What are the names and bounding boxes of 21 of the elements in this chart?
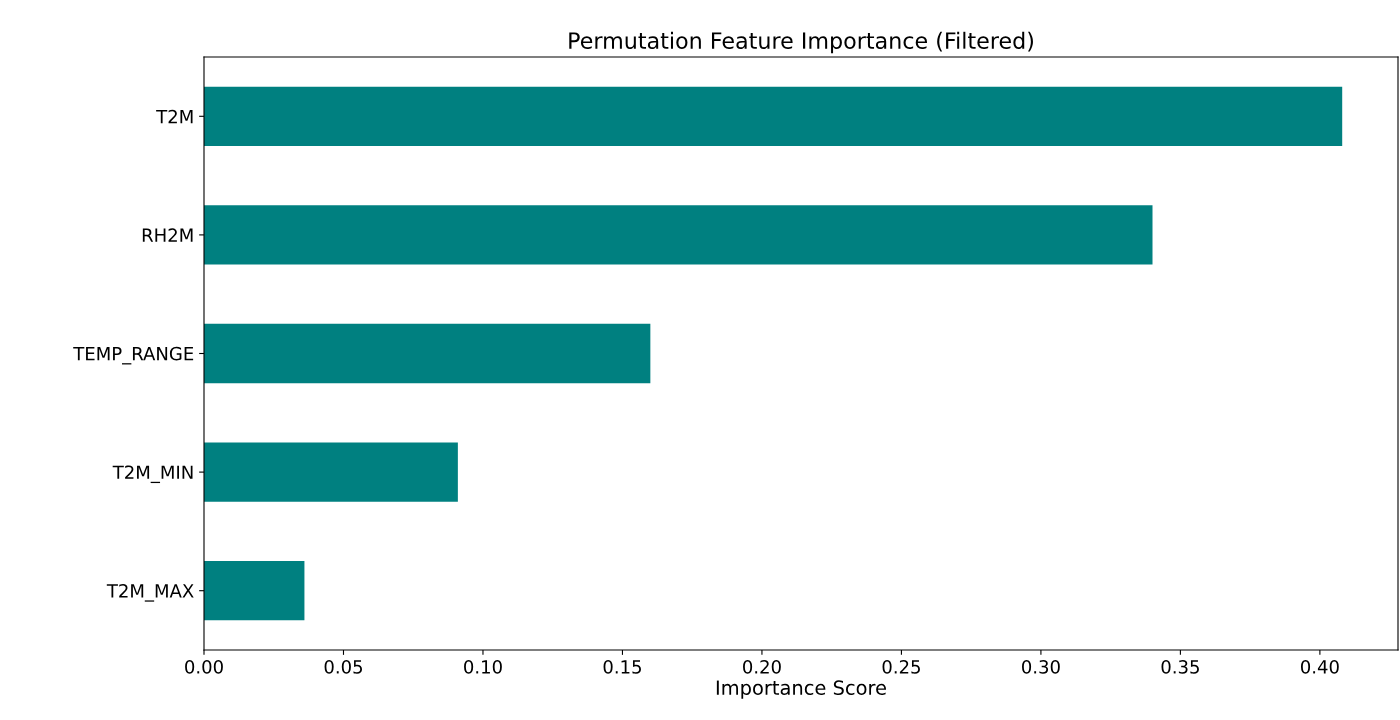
x-tick-label: 0.15 bbox=[603, 660, 641, 674]
bar bbox=[204, 561, 305, 621]
x-axis-title: Importance Score bbox=[716, 680, 886, 699]
y-tick-label: RH2M bbox=[142, 228, 193, 242]
y-tick-label: T2M_MIN bbox=[112, 465, 193, 484]
bar bbox=[204, 323, 651, 384]
x-tick-label: 0.20 bbox=[743, 660, 781, 674]
x-tick-label: 0.40 bbox=[1300, 660, 1339, 674]
x-tick-label: 0.10 bbox=[464, 660, 502, 674]
x-tick-label: 0.25 bbox=[882, 660, 920, 674]
x-tick-label: 0.05 bbox=[324, 660, 363, 674]
bar bbox=[204, 442, 458, 502]
x-tick-label: 0.35 bbox=[1161, 660, 1199, 674]
chart-title: Permutation Feature Importance (Filtered) bbox=[569, 31, 1033, 54]
y-tick-label: T2M_MAX bbox=[106, 584, 194, 602]
y-tick-label: T2M bbox=[156, 109, 193, 124]
x-tick-label: 0.00 bbox=[185, 660, 223, 674]
x-tick-label: 0.30 bbox=[1022, 660, 1060, 674]
y-tick-label: TEMP_RANGE bbox=[73, 346, 194, 365]
bar bbox=[204, 205, 1153, 265]
bar bbox=[204, 86, 1343, 146]
